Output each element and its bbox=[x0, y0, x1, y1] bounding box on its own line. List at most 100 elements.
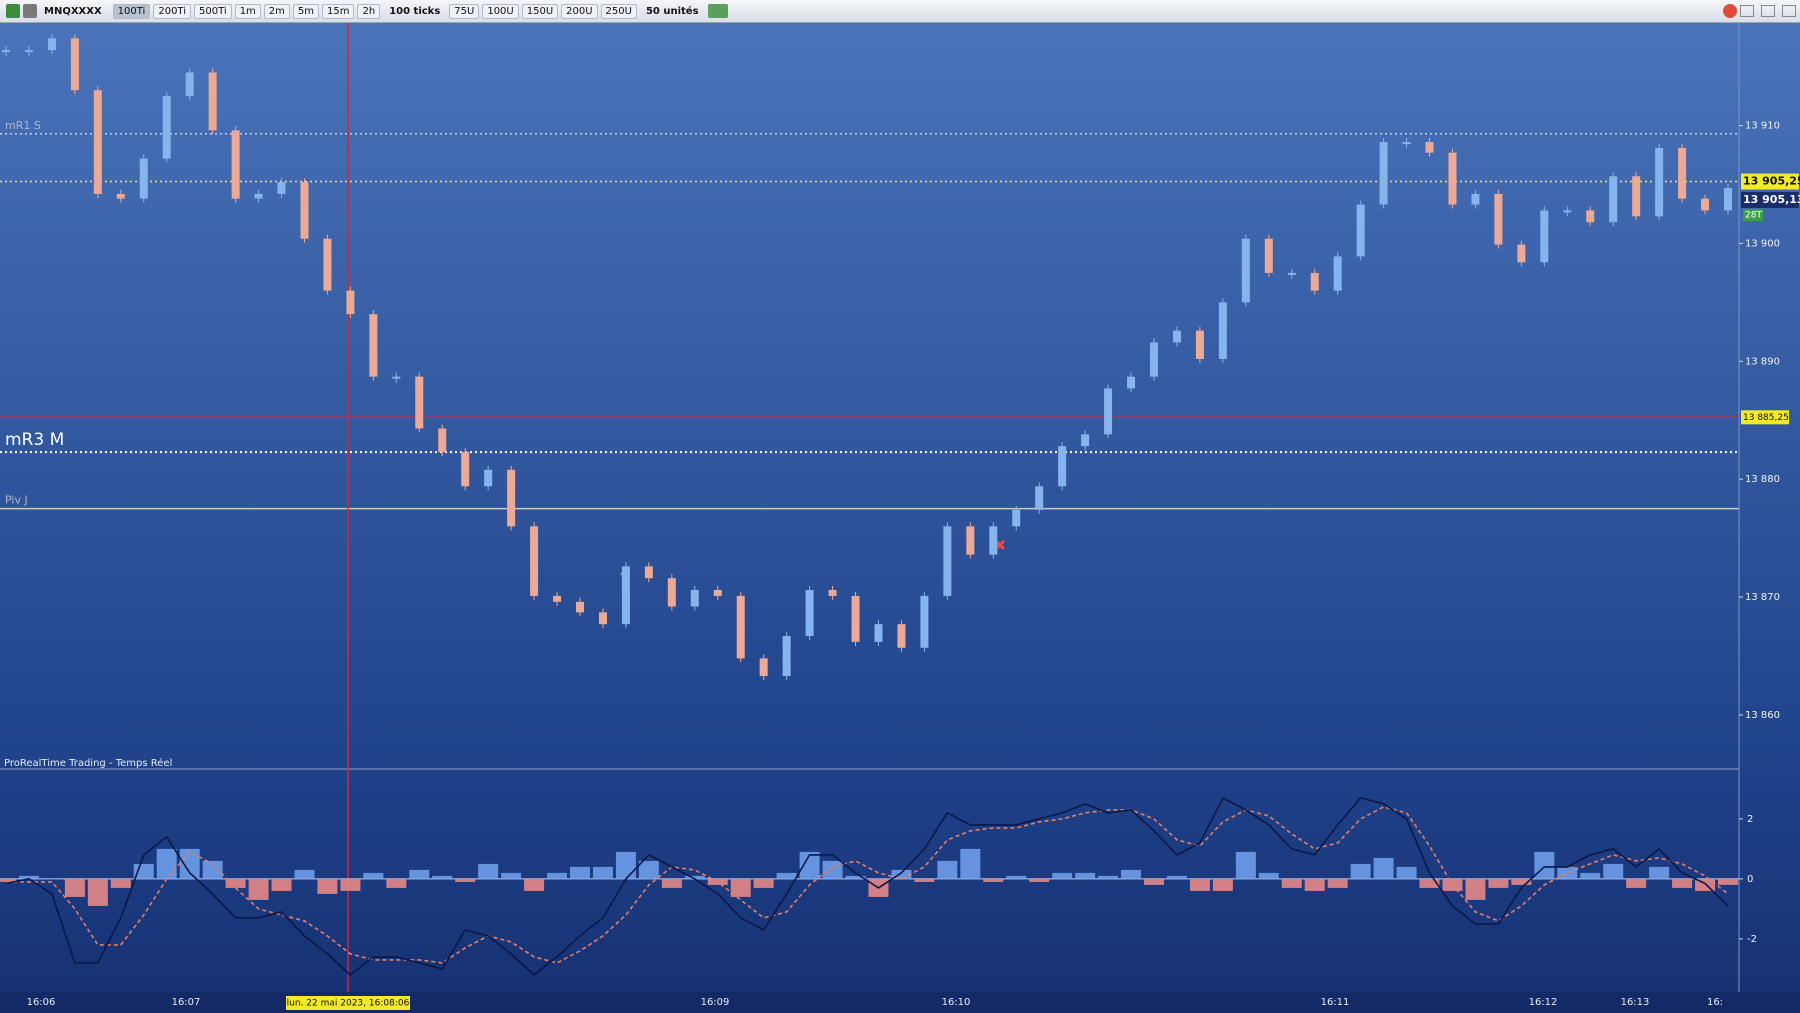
histogram-bar bbox=[18, 875, 39, 879]
histogram-bar bbox=[1304, 878, 1325, 891]
source-label: ProRealTime Trading - Temps Réel bbox=[4, 757, 172, 769]
candle bbox=[1172, 330, 1181, 343]
candle bbox=[438, 428, 447, 453]
toolbar: MNQXXXX 100Ti 200Ti 500Ti 1m 2m 5m 15m 2h 100 t… bbox=[0, 0, 1800, 23]
candle bbox=[300, 182, 309, 239]
candle bbox=[782, 635, 791, 677]
histogram-bar bbox=[638, 860, 659, 879]
histogram-bar bbox=[1511, 878, 1532, 885]
units-selector[interactable]: 50 unités bbox=[645, 5, 699, 17]
candle bbox=[713, 590, 722, 596]
toolbar-button[interactable]: 1m bbox=[234, 3, 261, 19]
candle bbox=[1724, 188, 1732, 211]
toolbar-button[interactable]: 2m bbox=[263, 3, 290, 19]
candle bbox=[346, 290, 355, 315]
y-tick-label: 0 bbox=[1747, 874, 1753, 885]
histogram-bar bbox=[799, 851, 820, 879]
candle bbox=[1517, 244, 1526, 263]
histogram-bar bbox=[478, 863, 499, 879]
candle bbox=[2, 50, 10, 53]
histogram-bar bbox=[730, 878, 751, 897]
y-tick-label: 13 890 bbox=[1745, 356, 1780, 367]
histogram-bar bbox=[1534, 851, 1555, 879]
toolbar-button[interactable]: 2h bbox=[357, 3, 381, 19]
candle bbox=[1104, 388, 1113, 435]
toolbar-button[interactable]: 15m bbox=[322, 3, 355, 19]
y-tick-label: 13 860 bbox=[1745, 710, 1780, 721]
toolbar-button[interactable]: 200Ti bbox=[153, 3, 192, 19]
toolbar-button[interactable]: 5m bbox=[292, 3, 320, 19]
histogram-bar bbox=[41, 878, 62, 880]
histogram-bar bbox=[1235, 851, 1256, 879]
histogram-bar bbox=[592, 866, 613, 879]
sync-icon[interactable] bbox=[1723, 4, 1737, 18]
histogram-bar bbox=[1075, 872, 1096, 879]
candle bbox=[690, 590, 699, 607]
candle bbox=[1195, 330, 1204, 359]
candle bbox=[1678, 147, 1687, 199]
histogram-bar bbox=[432, 875, 453, 879]
histogram-bar bbox=[386, 878, 407, 888]
histogram-bar bbox=[1672, 878, 1693, 888]
candle bbox=[530, 526, 539, 596]
chart-style-button[interactable] bbox=[707, 4, 728, 18]
x-tick-label: 16:10 bbox=[942, 997, 971, 1008]
ticks-selector[interactable]: 100 ticks bbox=[389, 5, 441, 17]
toolbar-button[interactable]: 500Ti bbox=[194, 3, 232, 19]
price-panel bbox=[0, 23, 1800, 770]
histogram-bar bbox=[845, 875, 866, 879]
histogram-bar bbox=[1144, 878, 1164, 885]
last-price-tag bbox=[1741, 173, 1799, 190]
toolbar-button[interactable]: 200U bbox=[561, 3, 598, 19]
histogram-bar bbox=[1166, 875, 1187, 879]
tick-count: 28T bbox=[1745, 210, 1762, 220]
unit-buttons: 75U 100U 150U 200U 250U bbox=[449, 3, 637, 19]
candle bbox=[1310, 272, 1319, 291]
histogram-bar bbox=[983, 878, 1004, 882]
restore-button[interactable] bbox=[1761, 5, 1775, 17]
tick-count-tag bbox=[1743, 208, 1763, 221]
crosshair-time-label: lun. 22 mai 2023, 16:08:06 bbox=[287, 999, 410, 1009]
candle bbox=[392, 376, 401, 379]
x-tick-label: 16: bbox=[1707, 997, 1723, 1008]
toolbar-button[interactable]: 100Ti bbox=[112, 3, 151, 19]
candle bbox=[116, 193, 125, 199]
candle bbox=[1655, 147, 1664, 217]
candle bbox=[828, 590, 837, 596]
sell-marker bbox=[994, 539, 1006, 551]
histogram-bar bbox=[1649, 866, 1670, 879]
candle bbox=[70, 38, 79, 91]
candle bbox=[254, 193, 263, 199]
candle bbox=[1333, 256, 1342, 291]
toolbar-button[interactable]: 75U bbox=[449, 3, 480, 19]
toolbar-button[interactable]: 250U bbox=[600, 3, 637, 19]
candle bbox=[1402, 142, 1411, 145]
x-tick-label: 16:11 bbox=[1321, 997, 1350, 1008]
candle bbox=[1379, 142, 1388, 205]
histogram-bar bbox=[225, 878, 246, 888]
candle bbox=[759, 658, 768, 677]
histogram-bar bbox=[891, 869, 912, 879]
x-tick-label: 16:12 bbox=[1529, 997, 1558, 1008]
toolbar-button[interactable]: 150U bbox=[521, 3, 559, 19]
candle bbox=[1127, 376, 1136, 389]
histogram-bar bbox=[409, 869, 430, 879]
histogram-bar bbox=[1052, 872, 1073, 879]
candle bbox=[231, 130, 240, 199]
minimize-button[interactable] bbox=[1740, 5, 1754, 17]
histogram-bar bbox=[0, 878, 16, 882]
candle bbox=[1701, 198, 1710, 211]
candle bbox=[1058, 446, 1067, 487]
toolbar-button[interactable]: 100U bbox=[482, 3, 519, 19]
x-tick-label: 16:09 bbox=[701, 997, 730, 1008]
close-button[interactable] bbox=[1782, 5, 1796, 17]
histogram-bar bbox=[1603, 863, 1624, 879]
y-tick-label: -2 bbox=[1747, 934, 1757, 945]
histogram-bar bbox=[1396, 866, 1417, 879]
candle bbox=[1218, 302, 1227, 359]
histogram-bar bbox=[1718, 878, 1738, 885]
symbol-selector[interactable]: MNQXXXX bbox=[44, 5, 102, 17]
histogram-bar bbox=[1580, 872, 1601, 879]
app-icon bbox=[6, 4, 20, 18]
crosshair-time-tag bbox=[286, 996, 410, 1010]
